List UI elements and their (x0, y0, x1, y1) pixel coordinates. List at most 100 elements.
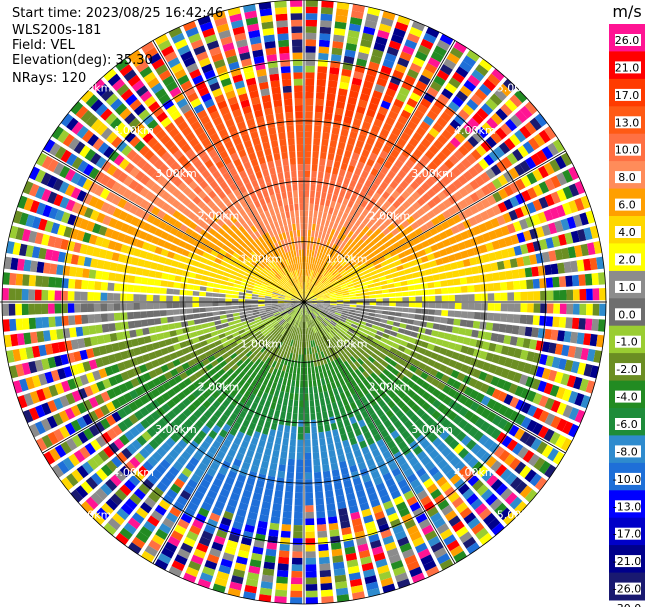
ray-gate (232, 306, 239, 309)
ray-gate (174, 316, 181, 322)
ray-gate (186, 297, 193, 302)
ray-gate (265, 302, 272, 304)
ray-gate (154, 279, 161, 286)
ray-gate (157, 264, 165, 271)
ray-gate (291, 577, 302, 584)
ray-gate (578, 274, 585, 286)
ray-gate (81, 280, 88, 289)
ray-gate (578, 318, 585, 330)
ray-gate (268, 408, 274, 416)
ray-gate (330, 304, 337, 306)
ray-gate (289, 446, 296, 453)
ray-gate (302, 348, 304, 355)
ray-gate (217, 270, 224, 276)
ray-gate (207, 282, 214, 287)
ray-gate (276, 404, 282, 411)
ray-gate (129, 266, 137, 274)
ray-gate (290, 433, 296, 440)
ray-gate (282, 438, 289, 445)
ray-gate (399, 323, 406, 329)
ray-gate (68, 291, 75, 301)
ray-gate (2, 304, 9, 316)
ray-gate (162, 273, 170, 280)
ray-gate (488, 303, 495, 311)
ray-gate (323, 471, 331, 478)
ray-gate (332, 167, 339, 175)
ray-gate (273, 497, 282, 505)
ray-gate (593, 288, 600, 300)
ray-gate (301, 368, 304, 375)
ray-gate (48, 317, 55, 328)
ray-gate (573, 289, 580, 300)
ray-gate (134, 312, 141, 319)
ray-gate (299, 400, 303, 407)
ray-gate (199, 308, 206, 313)
ray-gate (316, 185, 322, 192)
ray-gate (322, 132, 330, 139)
ray-gate (382, 311, 389, 315)
ray-gate (599, 304, 606, 316)
ray-gate (560, 304, 567, 315)
ray-gate (300, 381, 303, 388)
ray-gate (316, 505, 325, 512)
ray-gate (232, 299, 239, 302)
ray-gate (305, 400, 309, 407)
ray-gate (338, 210, 344, 218)
ray-gate (276, 383, 281, 390)
ray-gate (330, 456, 338, 464)
ray-gate (120, 303, 127, 310)
ray-gate (382, 294, 389, 298)
ray-gate (291, 380, 295, 387)
ray-gate (390, 331, 398, 337)
ray-gate (368, 316, 375, 320)
ray-gate (305, 499, 313, 506)
ray-gate (187, 320, 194, 326)
ray-gate (297, 440, 303, 447)
ray-gate (252, 305, 259, 308)
ray-gate (95, 270, 103, 279)
ray-gate (174, 276, 181, 282)
ray-gate (305, 204, 309, 211)
ray-gate (15, 304, 22, 316)
ray-gate (328, 516, 338, 524)
ray-gate (309, 217, 313, 224)
ray-gate (225, 298, 232, 301)
ray-gate (475, 294, 482, 301)
ray-gate (304, 230, 307, 237)
ray-gate (305, 164, 311, 171)
ray-gate (505, 325, 513, 334)
ray-gate (301, 355, 303, 362)
ray-gate (416, 297, 423, 302)
ray-gate (383, 303, 390, 306)
ray-gate (15, 289, 22, 301)
ray-gate (325, 490, 334, 498)
ray-gate (136, 268, 144, 276)
ray-gate (311, 413, 316, 420)
ray-gate (505, 270, 513, 279)
ray-gate (388, 316, 395, 321)
ray-gate (327, 87, 336, 95)
ray-gate (319, 159, 326, 166)
ray-gate (565, 276, 572, 287)
ray-gate (252, 297, 259, 300)
ray-gate (343, 300, 350, 302)
ray-gate (325, 199, 331, 206)
ray-gate (267, 394, 273, 402)
ray-gate (527, 291, 534, 300)
ray-gate (69, 327, 77, 337)
ray-gate (318, 425, 324, 432)
ray-gate (305, 138, 312, 145)
ray-gate (192, 303, 199, 308)
ray-gate (283, 511, 292, 518)
ray-gate (134, 285, 141, 292)
ray-gate (585, 319, 593, 331)
ray-gate (306, 577, 317, 584)
ray-gate (309, 387, 313, 394)
ray-gate (88, 314, 95, 323)
ray-gate (415, 290, 422, 295)
ray-gate (226, 286, 233, 290)
ray-gate (245, 302, 252, 304)
ray-gate (203, 328, 211, 334)
ray-gate (153, 310, 160, 317)
ray-gate (309, 347, 312, 354)
